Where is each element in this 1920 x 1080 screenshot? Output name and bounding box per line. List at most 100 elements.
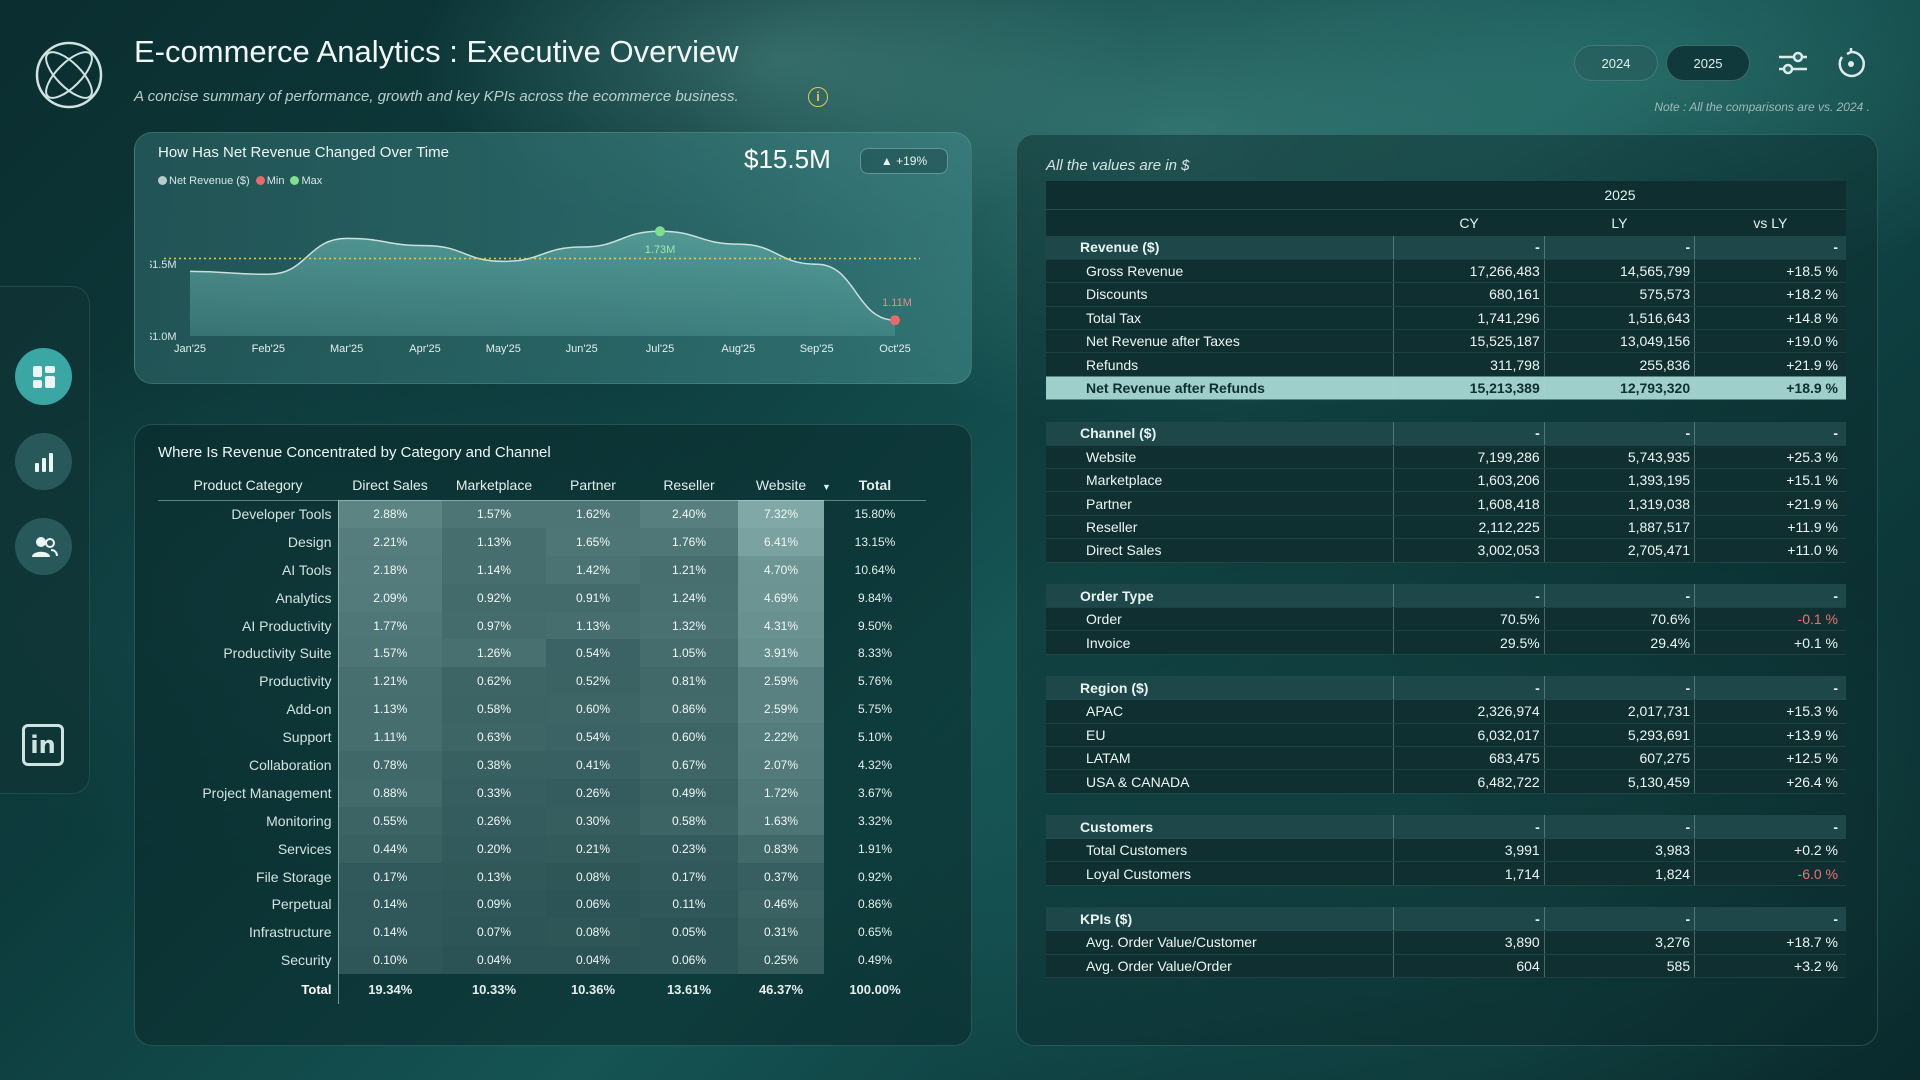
table-row[interactable]: Avg. Order Value/Customer 3,890 3,276 +18.7… (1046, 930, 1846, 955)
filter-sliders-icon[interactable] (1776, 47, 1810, 81)
cell-website[interactable]: 0.46% (738, 890, 824, 919)
table-row[interactable]: Gross Revenue 17,266,483 14,565,799 +18.5 % (1046, 259, 1846, 284)
table-row[interactable]: USA & CANADA 6,482,722 5,130,459 +26.4 % (1046, 769, 1846, 794)
cell-reseller[interactable]: 1.76% (640, 527, 738, 556)
cell-direct-sales[interactable]: 2.88% (338, 500, 442, 528)
table-row[interactable]: Services 0.44% 0.20% 0.21% 0.23% 0.83% 1.91% (158, 834, 926, 863)
section-header-row[interactable]: Customers - - - (1046, 815, 1846, 840)
nav-analytics-button[interactable] (15, 433, 72, 490)
table-row[interactable]: EU 6,032,017 5,293,691 +13.9 % (1046, 723, 1846, 747)
section-header-row[interactable]: Channel ($) - - - (1046, 421, 1846, 446)
table-row[interactable]: Website 7,199,286 5,743,935 +25.3 % (1046, 445, 1846, 470)
cell-reseller[interactable]: 0.06% (640, 946, 738, 975)
cell-marketplace[interactable]: 0.33% (442, 778, 546, 807)
year-2025-button[interactable]: 2025 (1666, 45, 1750, 81)
table-row[interactable]: Security 0.10% 0.04% 0.04% 0.06% 0.25% 0.49% (158, 946, 926, 975)
col-header-cy[interactable]: CY (1393, 208, 1545, 236)
cell-partner[interactable]: 0.54% (546, 723, 640, 752)
cell-direct-sales[interactable]: 0.44% (338, 834, 442, 863)
cell-direct-sales[interactable]: 1.57% (338, 639, 442, 668)
cell-reseller[interactable]: 0.17% (640, 862, 738, 891)
col-header-ly[interactable]: LY (1544, 208, 1695, 236)
table-row[interactable]: Avg. Order Value/Order 604 585 +3.2 % (1046, 954, 1846, 979)
cell-website[interactable]: 2.59% (738, 695, 824, 724)
table-row[interactable]: Net Revenue after Taxes 15,525,187 13,049,… (1046, 329, 1846, 354)
col-header-reseller[interactable]: Reseller (663, 476, 715, 493)
cell-marketplace[interactable]: 0.92% (442, 583, 546, 612)
cell-partner[interactable]: 0.08% (546, 918, 640, 947)
reset-icon[interactable] (1834, 47, 1868, 81)
cell-marketplace[interactable]: 0.62% (442, 667, 546, 696)
cell-website[interactable]: 1.72% (738, 778, 824, 807)
cell-marketplace[interactable]: 0.58% (442, 695, 546, 724)
table-row[interactable]: Infrastructure 0.14% 0.07% 0.08% 0.05% 0.31% 0… (158, 918, 926, 947)
cell-website[interactable]: 1.63% (738, 806, 824, 835)
table-row[interactable]: AI Productivity 1.77% 0.97% 1.13% 1.32% 4.31%… (158, 611, 926, 640)
cell-direct-sales[interactable]: 0.78% (338, 751, 442, 779)
section-header-row[interactable]: KPIs ($) - - - (1046, 907, 1846, 932)
cell-reseller[interactable]: 0.23% (640, 834, 738, 863)
cell-reseller[interactable]: 1.05% (640, 639, 738, 668)
year-2024-button[interactable]: 2024 (1574, 45, 1658, 81)
cell-marketplace[interactable]: 1.14% (442, 555, 546, 584)
cell-partner[interactable]: 0.52% (546, 667, 640, 696)
table-row[interactable]: Marketplace 1,603,206 1,393,195 +15.1 % (1046, 468, 1846, 493)
cell-reseller[interactable]: 0.60% (640, 723, 738, 752)
table-row[interactable]: AI Tools 2.18% 1.14% 1.42% 1.21% 4.70% 10.64% (158, 555, 926, 584)
cell-partner[interactable]: 0.26% (546, 778, 640, 807)
table-row[interactable]: Productivity Suite 1.57% 1.26% 0.54% 1.05% 3.… (158, 639, 926, 668)
cell-direct-sales[interactable]: 2.18% (338, 555, 442, 584)
cell-marketplace[interactable]: 0.38% (442, 751, 546, 779)
table-row[interactable]: Support 1.11% 0.63% 0.54% 0.60% 2.22% 5.10% (158, 723, 926, 752)
cell-partner[interactable]: 0.04% (546, 946, 640, 975)
cell-website[interactable]: 0.25% (738, 946, 824, 975)
nav-customers-button[interactable] (15, 518, 72, 575)
cell-direct-sales[interactable]: 0.88% (338, 778, 442, 807)
col-header-website[interactable]: Website (755, 476, 807, 493)
section-header-row[interactable]: Region ($) - - - (1046, 676, 1846, 701)
cell-direct-sales[interactable]: 1.21% (338, 667, 442, 696)
cell-reseller[interactable]: 1.24% (640, 583, 738, 612)
section-header-row[interactable]: Order Type - - - (1046, 584, 1846, 608)
table-row[interactable]: Invoice 29.5% 29.4% +0.1 % (1046, 630, 1846, 655)
cell-marketplace[interactable]: 0.07% (442, 918, 546, 947)
cell-reseller[interactable]: 0.49% (640, 778, 738, 807)
cell-website[interactable]: 4.31% (738, 611, 824, 640)
table-row[interactable]: Collaboration 0.78% 0.38% 0.41% 0.67% 2.07% 4.… (158, 751, 926, 779)
cell-website[interactable]: 0.83% (738, 834, 824, 863)
cell-website[interactable]: 0.37% (738, 862, 824, 891)
cell-marketplace[interactable]: 1.26% (442, 639, 546, 668)
cell-partner[interactable]: 1.65% (546, 527, 640, 556)
cell-partner[interactable]: 0.21% (546, 834, 640, 863)
cell-direct-sales[interactable]: 0.10% (338, 946, 442, 975)
section-header-row[interactable]: Revenue ($) - - - (1046, 236, 1846, 260)
cell-website[interactable]: 4.69% (738, 583, 824, 612)
cell-reseller[interactable]: 1.21% (640, 555, 738, 584)
table-row[interactable]: Partner 1,608,418 1,319,038 +21.9 % (1046, 491, 1846, 516)
table-row[interactable]: Total Customers 3,991 3,983 +0.2 % (1046, 838, 1846, 863)
table-row[interactable]: Analytics 2.09% 0.92% 0.91% 1.24% 4.69% 9.84% (158, 583, 926, 612)
cell-partner[interactable]: 0.08% (546, 862, 640, 891)
cell-reseller[interactable]: 1.32% (640, 611, 738, 640)
cell-partner[interactable]: 0.91% (546, 583, 640, 612)
col-header-vs-ly[interactable]: vs LY (1694, 208, 1846, 236)
cell-website[interactable]: 4.70% (738, 555, 824, 584)
table-row[interactable]: Perpetual 0.14% 0.09% 0.06% 0.11% 0.46% 0.86% (158, 890, 926, 919)
cell-marketplace[interactable]: 0.09% (442, 890, 546, 919)
cell-partner[interactable]: 0.30% (546, 806, 640, 835)
cell-marketplace[interactable]: 0.04% (442, 946, 546, 975)
nav-dashboard-button[interactable] (15, 348, 72, 405)
net-revenue-area-chart[interactable]: $1.0M $1.5M Jan'25 Feb'25 Mar'25 Apr'25 May'25… (150, 196, 950, 366)
cell-marketplace[interactable]: 1.13% (442, 527, 546, 556)
cell-reseller[interactable]: 0.11% (640, 890, 738, 919)
cell-reseller[interactable]: 0.67% (640, 751, 738, 779)
cell-website[interactable]: 2.07% (738, 751, 824, 779)
cell-marketplace[interactable]: 0.26% (442, 806, 546, 835)
cell-marketplace[interactable]: 1.57% (442, 500, 546, 528)
cell-website[interactable]: 6.41% (738, 527, 824, 556)
cell-partner[interactable]: 1.13% (546, 611, 640, 640)
cell-partner[interactable]: 0.06% (546, 890, 640, 919)
cell-marketplace[interactable]: 0.20% (442, 834, 546, 863)
table-row[interactable]: APAC 2,326,974 2,017,731 +15.3 % (1046, 699, 1846, 724)
table-row[interactable]: LATAM 683,475 607,275 +12.5 % (1046, 746, 1846, 771)
